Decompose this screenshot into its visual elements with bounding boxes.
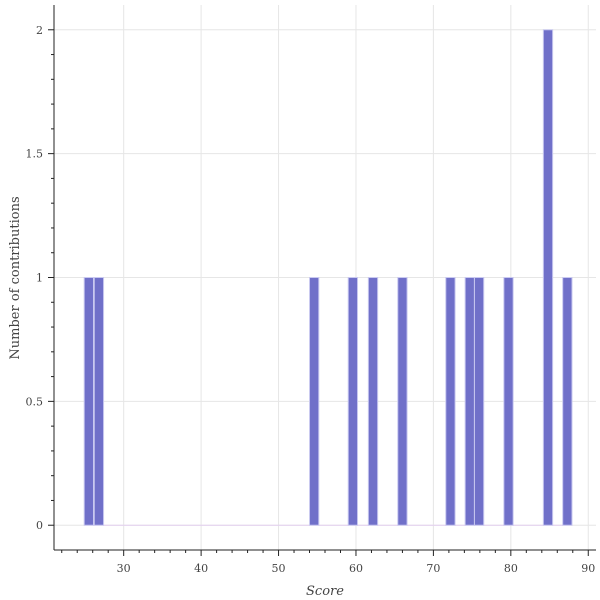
y-axis-title: Number of contributions — [8, 196, 23, 359]
axes: 30 40 50 60 70 80 90 0 0.5 1 1.5 2 — [26, 5, 596, 575]
x-tick-label: 30 — [117, 562, 131, 575]
bar — [93, 277, 105, 526]
bar — [445, 277, 456, 526]
bar — [367, 277, 379, 526]
grid — [54, 5, 596, 550]
bar — [542, 29, 554, 526]
y-tick-label: 2 — [36, 24, 43, 37]
x-tick-label: 60 — [349, 562, 363, 575]
bar — [562, 277, 573, 526]
x-tick-label: 70 — [426, 562, 440, 575]
bars — [83, 29, 573, 526]
x-tick-label: 40 — [194, 562, 208, 575]
bar — [473, 277, 485, 526]
bar — [309, 277, 320, 526]
x-tick-label: 50 — [272, 562, 286, 575]
bar — [464, 277, 475, 526]
x-axis-title: Score — [306, 584, 344, 599]
bar — [83, 277, 94, 526]
x-tick-label: 80 — [504, 562, 518, 575]
bar — [503, 277, 514, 526]
y-tick-label: 0 — [36, 519, 43, 532]
bar — [397, 277, 408, 526]
y-tick-label: 0.5 — [26, 395, 44, 408]
y-tick-label: 1.5 — [26, 148, 44, 161]
bar — [347, 277, 359, 526]
x-tick-label: 90 — [581, 562, 595, 575]
y-tick-label: 1 — [36, 272, 43, 285]
